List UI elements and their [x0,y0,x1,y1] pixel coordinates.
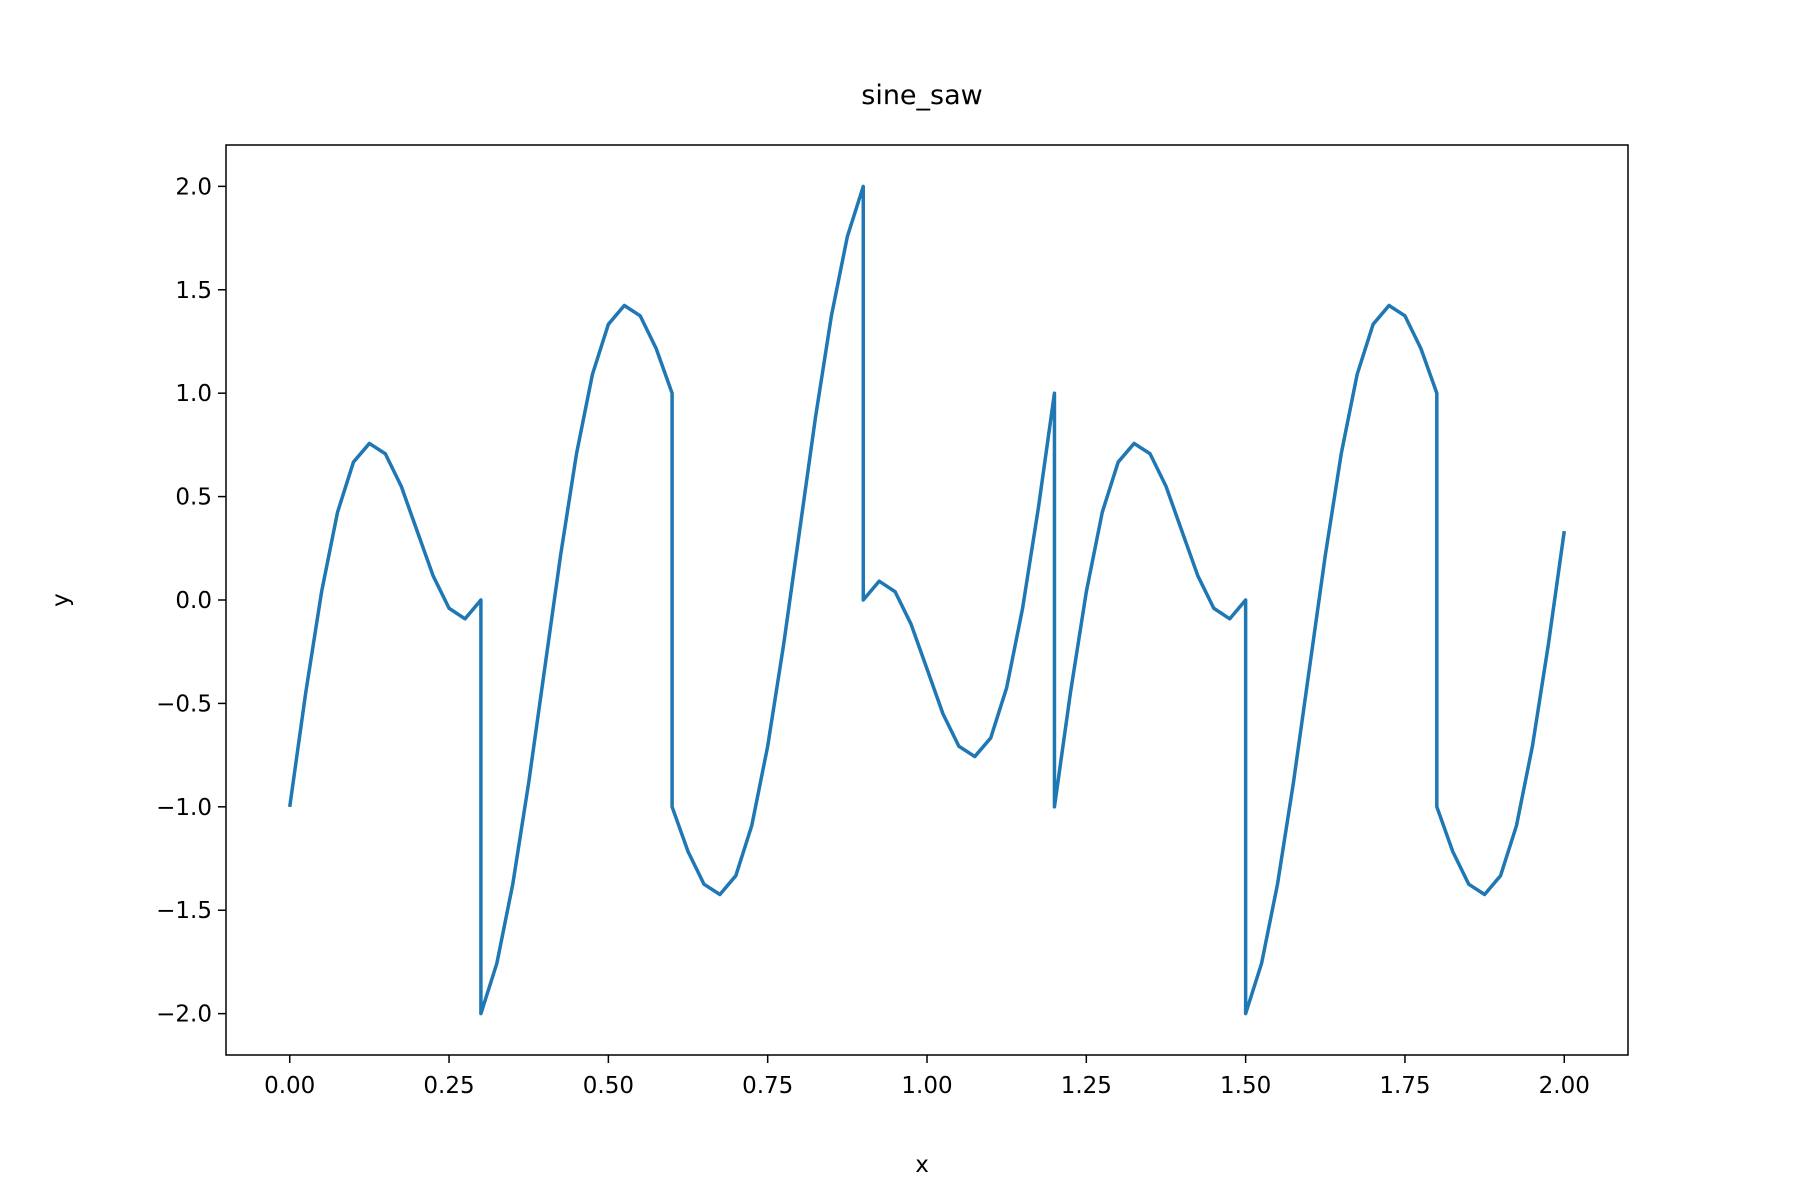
x-tick-label: 2.00 [1539,1073,1590,1099]
y-tick-label: 2.0 [175,174,212,200]
y-tick-label: −1.5 [156,898,212,924]
y-axis-label: y [48,593,74,607]
y-tick-label: 0.0 [175,588,212,614]
x-tick-label: 0.25 [423,1073,474,1099]
x-tick-label: 0.50 [583,1073,634,1099]
x-tick-label: 1.50 [1220,1073,1271,1099]
y-tick-label: 0.5 [175,485,212,511]
x-axis-label: x [915,1152,929,1178]
y-tick-label: 1.5 [175,278,212,304]
line [287,184,1567,1016]
x-tick-label: 0.00 [264,1073,315,1099]
y-tick-label: 1.0 [175,381,212,407]
plot-frame [225,144,1629,1056]
chart-title: sine_saw [861,80,983,111]
y-tick-label: −0.5 [156,691,212,717]
x-tick-label: 1.00 [901,1073,952,1099]
x-tick-label: 0.75 [742,1073,793,1099]
x-tick-label: 1.25 [1061,1073,1112,1099]
y-tick-label: −1.0 [156,795,212,821]
x-tick-label: 1.75 [1379,1073,1430,1099]
y-tick-label: −2.0 [156,1002,212,1028]
